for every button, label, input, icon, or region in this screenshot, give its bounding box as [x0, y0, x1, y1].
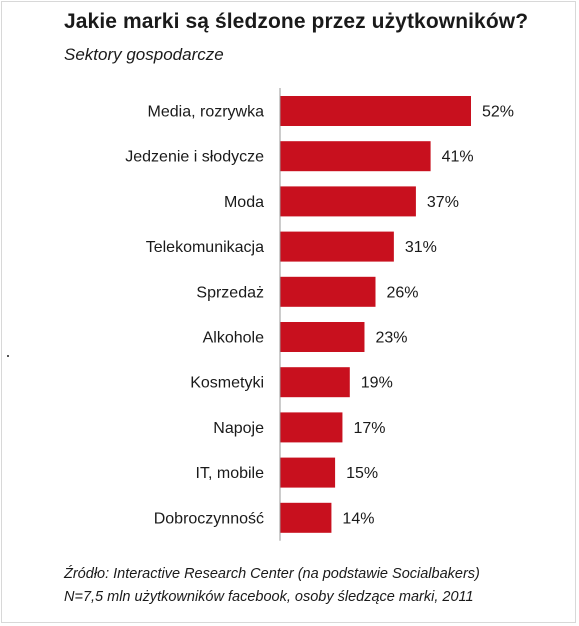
category-label-telekomunikacja: Telekomunikacja: [146, 239, 264, 256]
category-label-sprzedaz: Sprzedaż: [196, 284, 264, 301]
bar-kosmetyki: [280, 367, 350, 398]
bar-dobroczynnosc: [280, 502, 332, 533]
value-label-kosmetyki: 19%: [361, 375, 393, 392]
value-label-it-mobile: 15%: [346, 465, 378, 482]
bar-alkohole: [280, 322, 365, 352]
bar-media-rozrywka: [280, 96, 471, 126]
category-label-alkohole: Alkohole: [203, 330, 264, 347]
category-label-napoje: Napoje: [213, 420, 264, 437]
bar-jedzenie-i-slodycze: [280, 141, 431, 172]
value-label-alkohole: 23%: [375, 330, 407, 347]
source-note: Źródło: Interactive Research Center (na …: [64, 566, 480, 582]
chart-title: Jakie marki są śledzone przez użytkownik…: [64, 10, 529, 33]
stray-dot: [7, 355, 9, 357]
bar-telekomunikacja: [280, 231, 394, 262]
value-label-sprzedaz: 26%: [387, 284, 419, 301]
sample-note: N=7,5 mln użytkowników facebook, osoby ś…: [64, 589, 474, 605]
category-label-jedzenie-i-slodycze: Jedzenie i słodycze: [125, 149, 264, 166]
value-label-napoje: 17%: [353, 420, 385, 437]
category-label-moda: Moda: [224, 194, 264, 211]
bar-napoje: [280, 412, 343, 443]
value-label-telekomunikacja: 31%: [405, 239, 437, 256]
value-label-jedzenie-i-slodycze: 41%: [442, 149, 474, 166]
value-label-moda: 37%: [427, 194, 459, 211]
category-label-media-rozrywka: Media, rozrywka: [148, 104, 265, 121]
category-label-kosmetyki: Kosmetyki: [190, 375, 264, 392]
chart-subtitle: Sektory gospodarcze: [64, 45, 224, 64]
category-label-it-mobile: IT, mobile: [196, 465, 265, 482]
bar-it-mobile: [280, 457, 336, 488]
value-label-dobroczynnosc: 14%: [342, 510, 374, 527]
value-label-media-rozrywka: 52%: [482, 104, 514, 121]
category-label-dobroczynnosc: Dobroczynność: [154, 510, 264, 527]
bar-moda: [280, 186, 416, 217]
bar-sprzedaz: [280, 276, 376, 307]
